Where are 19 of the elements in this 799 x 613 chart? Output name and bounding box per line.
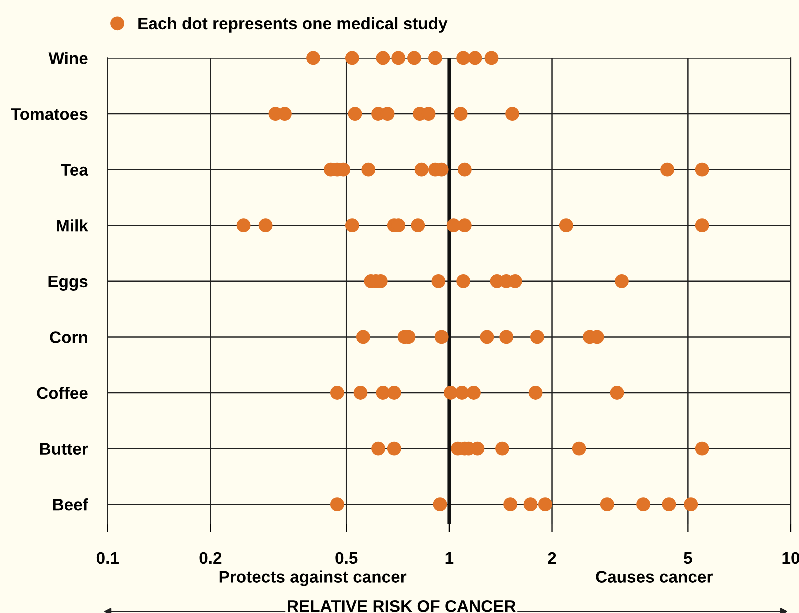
y-tick-label: Milk (57, 220, 88, 232)
x-tick-label: 0.1 (96, 552, 119, 564)
text: Protects against cancer (220, 570, 407, 586)
y-tick-label: Coffee (37, 386, 88, 400)
x-tick-label: 5 (684, 552, 692, 564)
y-tick-label: Eggs (48, 276, 88, 291)
y-tick-label: Corn (50, 332, 88, 344)
text: Causes cancer (596, 571, 713, 583)
y-tick-label: Butter (40, 443, 88, 455)
x-tick-label: 0.2 (200, 552, 222, 564)
x-tick-label: 0.5 (336, 552, 358, 564)
x-tick-label: 1 (446, 552, 454, 564)
y-tick-label: Tea (61, 164, 89, 176)
y-tick-label: Tomatoes (11, 108, 88, 120)
x-tick-label: 2 (548, 552, 556, 564)
x-axis-title: RELATIVE RISK OF CANCER (288, 600, 516, 612)
y-tick-label: Beef (53, 498, 88, 511)
y-tick-label: Wine (48, 52, 88, 64)
legend-label: Each dot represents one medical study (138, 17, 448, 33)
